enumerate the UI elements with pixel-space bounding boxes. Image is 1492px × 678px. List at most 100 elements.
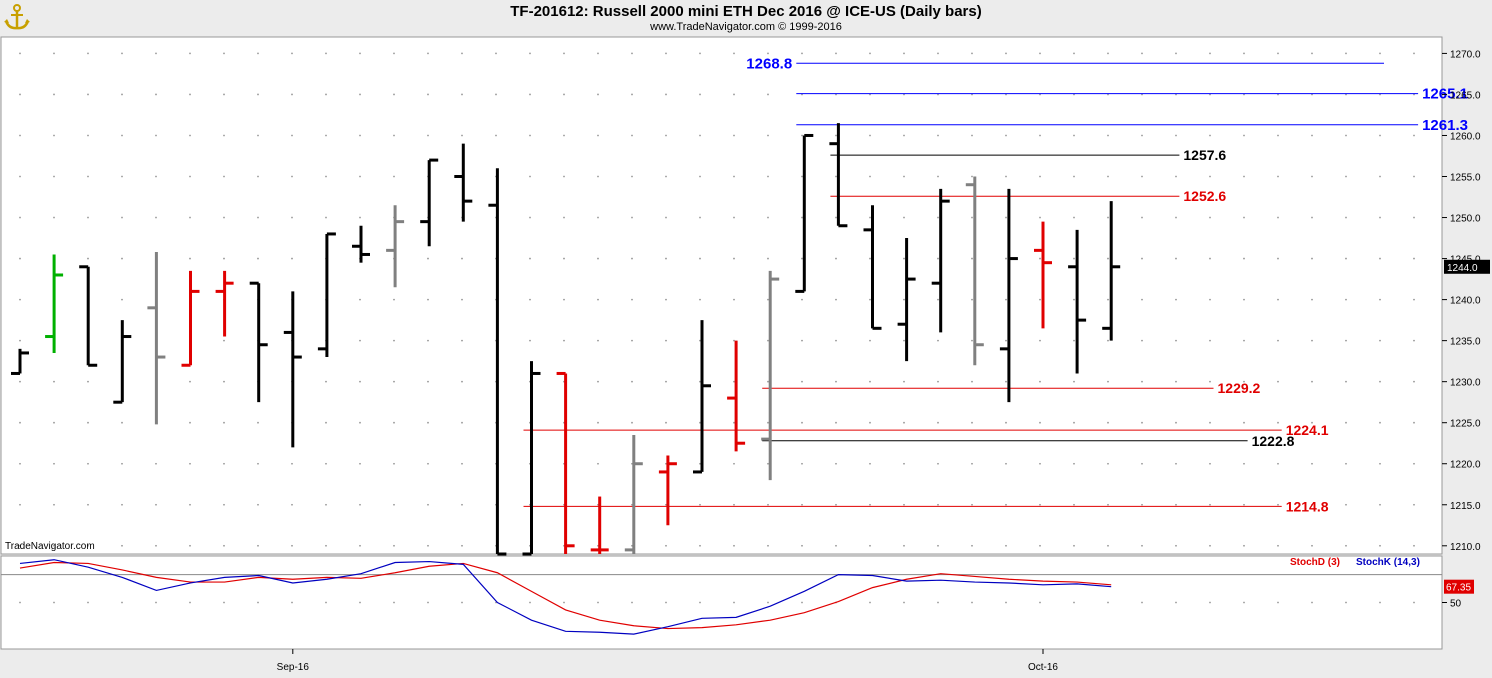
grid-dot	[563, 257, 565, 260]
level-1268.8: 1268.8	[746, 55, 1384, 72]
grid-dot	[359, 93, 361, 96]
grid-dot	[1073, 216, 1075, 219]
grid-dot	[19, 52, 21, 55]
grid-dot	[1413, 544, 1415, 547]
grid-dot	[563, 52, 565, 55]
grid-dot	[597, 134, 599, 137]
grid-dot	[869, 601, 871, 604]
grid-dot	[937, 257, 939, 260]
grid-dot	[1413, 421, 1415, 424]
grid-dot	[223, 339, 225, 342]
grid-dot	[53, 421, 55, 424]
grid-dot	[971, 216, 973, 219]
grid-dot	[189, 134, 191, 137]
grid-dot	[699, 462, 701, 465]
grid-dot	[461, 380, 463, 383]
ohlc-bar	[1102, 201, 1121, 341]
grid-dot	[767, 52, 769, 55]
grid-dot	[223, 544, 225, 547]
grid-dot	[1141, 462, 1143, 465]
grid-dot	[19, 503, 21, 506]
grid-dot	[665, 298, 667, 301]
last-price-label: 1244.0	[1447, 263, 1478, 274]
grid-dot	[427, 421, 429, 424]
grid-dot	[597, 216, 599, 219]
grid-dot	[1107, 462, 1109, 465]
grid-dot	[1243, 544, 1245, 547]
grid-dot	[359, 503, 361, 506]
grid-dot	[733, 503, 735, 506]
grid-dot	[461, 257, 463, 260]
grid-dot	[223, 601, 225, 604]
grid-dot	[699, 380, 701, 383]
ohlc-bar	[488, 168, 507, 556]
grid-dot	[529, 216, 531, 219]
ohlc-bar	[249, 281, 268, 403]
grid-dot	[1005, 339, 1007, 342]
ohlc-bar	[965, 176, 984, 366]
ohlc-bar	[999, 188, 1018, 403]
grid-dot	[1175, 216, 1177, 219]
grid-dot	[801, 298, 803, 301]
grid-dot	[801, 380, 803, 383]
grid-dot	[325, 52, 327, 55]
grid-dot	[699, 93, 701, 96]
grid-dot	[903, 216, 905, 219]
grid-dot	[869, 380, 871, 383]
grid-dot	[1073, 257, 1075, 260]
ohlc-bar	[352, 225, 370, 263]
grid-dot	[325, 601, 327, 604]
grid-dot	[155, 503, 157, 506]
grid-dot	[1345, 544, 1347, 547]
grid-dot	[1005, 503, 1007, 506]
grid-dot	[1379, 503, 1381, 506]
grid-dot	[1345, 257, 1347, 260]
grid-dot	[461, 52, 463, 55]
grid-dot	[1243, 175, 1245, 178]
grid-dot	[699, 298, 701, 301]
grid-dot	[1209, 503, 1211, 506]
grid-dot	[393, 134, 395, 137]
grid-dot	[1141, 216, 1143, 219]
grid-dot	[1345, 380, 1347, 383]
grid-dot	[427, 257, 429, 260]
grid-dot	[699, 421, 701, 424]
grid-dot	[937, 216, 939, 219]
grid-dot	[87, 601, 89, 604]
grid-dot	[223, 93, 225, 96]
grid-dot	[1413, 380, 1415, 383]
grid-dot	[1141, 298, 1143, 301]
grid-dot	[189, 421, 191, 424]
grid-dot	[1209, 134, 1211, 137]
grid-dot	[1141, 175, 1143, 178]
grid-dot	[257, 134, 259, 137]
grid-dot	[291, 257, 293, 260]
grid-dot	[1073, 503, 1075, 506]
grid-dot	[1379, 134, 1381, 137]
grid-dot	[1413, 601, 1415, 604]
grid-dot	[835, 339, 837, 342]
grid-dot	[903, 339, 905, 342]
grid-dot	[19, 544, 21, 547]
grid-dot	[53, 601, 55, 604]
grid-dot	[1107, 216, 1109, 219]
level-1261.3: 1261.3	[796, 117, 1468, 134]
grid-dot	[1039, 421, 1041, 424]
grid-dot	[1039, 257, 1041, 260]
ohlc-bar	[761, 270, 780, 481]
grid-dot	[665, 175, 667, 178]
grid-dot	[155, 601, 157, 604]
grid-dot	[1345, 298, 1347, 301]
grid-dot	[1277, 339, 1279, 342]
grid-dot	[427, 601, 429, 604]
grid-dot	[937, 134, 939, 137]
grid-dot	[1141, 257, 1143, 260]
grid-dot	[903, 380, 905, 383]
grid-dot	[1175, 175, 1177, 178]
ohlc-bar	[45, 254, 64, 353]
grid-dot	[393, 544, 395, 547]
grid-dot	[1413, 175, 1415, 178]
grid-dot	[121, 134, 123, 137]
grid-dot	[869, 544, 871, 547]
grid-dot	[427, 503, 429, 506]
